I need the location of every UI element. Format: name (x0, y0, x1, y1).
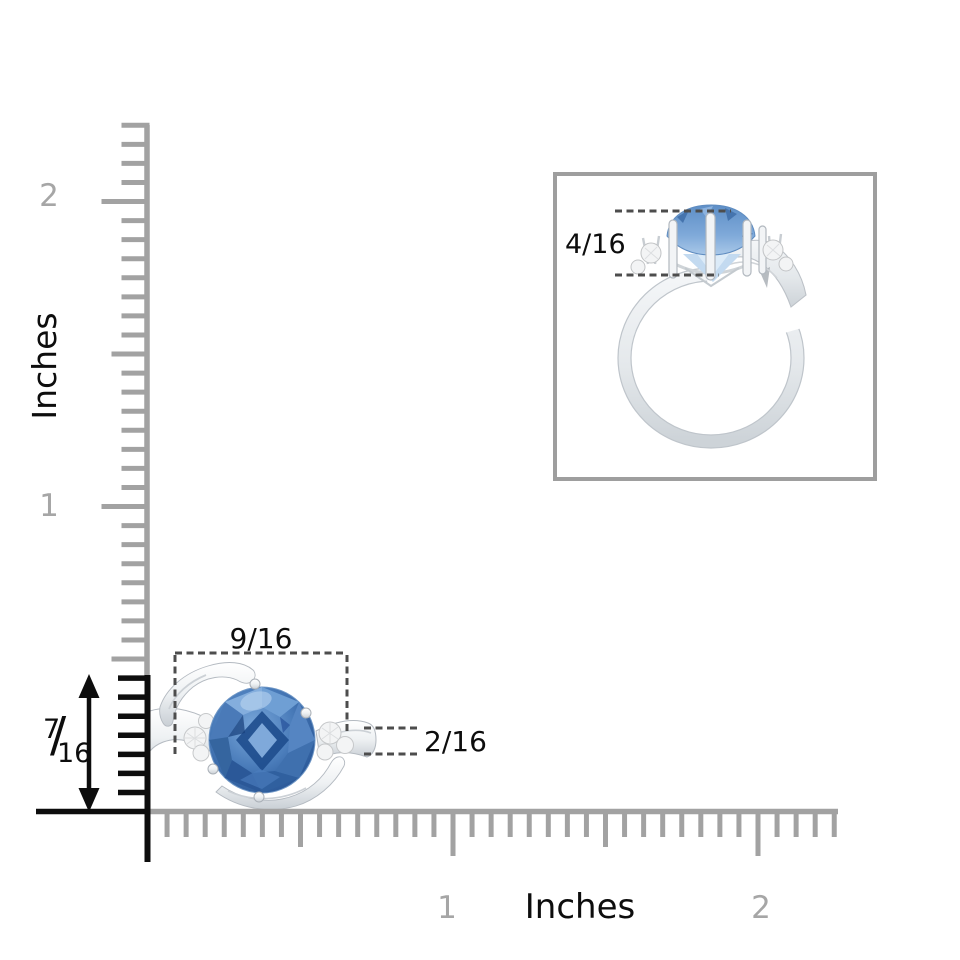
side-diamonds-left (183, 713, 214, 762)
height-fraction-denominator: 16 (57, 738, 92, 769)
horizontal-ruler-unit-label: Inches (524, 887, 636, 927)
horizontal-ruler-label-1: 1 (437, 890, 457, 926)
ring-band (617, 238, 837, 449)
height-measurement-fraction: 7 / 16 (40, 707, 92, 769)
side-diamonds-left (630, 235, 662, 275)
horizontal-ruler-label-2: 2 (751, 890, 771, 926)
height-fraction-numerator: 7 (43, 714, 61, 745)
side-diamonds-right (316, 721, 354, 761)
ring-top-view-photo (149, 662, 377, 810)
profile-inset-frame (553, 172, 877, 481)
side-diamonds-right (762, 233, 794, 272)
profile-measurement-label: 4/16 (565, 229, 626, 260)
width-measurement-label: 9/16 (229, 622, 293, 655)
vertical-ruler-label-2: 2 (39, 178, 59, 214)
gemstone (208, 686, 316, 794)
vertical-ruler-unit-label: Inches (25, 312, 64, 420)
prongs (668, 212, 767, 281)
band-measurement-label: 2/16 (424, 725, 487, 758)
height-fraction-slash: / (50, 707, 67, 763)
prongs (207, 678, 312, 803)
vertical-ruler-label-1: 1 (39, 488, 59, 524)
vertical-ruler (101, 122, 150, 679)
ring-side-view-photo (617, 204, 837, 449)
